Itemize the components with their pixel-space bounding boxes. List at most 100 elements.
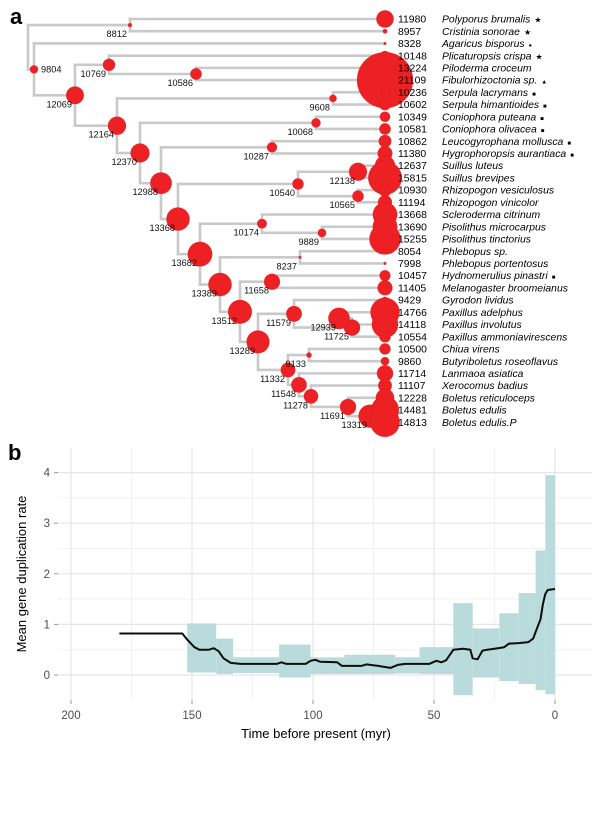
- tip-label-number: 10862: [398, 137, 427, 148]
- tip-label: 14118 Paxillus involutus: [398, 320, 522, 331]
- tip-label: 10581 Coniophora olivacea ■: [398, 125, 545, 136]
- tip-label: 14813 Boletus edulis.P: [398, 418, 517, 429]
- internal-node-circle: [290, 376, 308, 393]
- tip-label-name: Phlebopus portentosus: [442, 259, 548, 270]
- tip-label-name: Boletus edulis.P: [442, 418, 517, 429]
- tip-label: 11107 Xerocomus badius: [398, 381, 528, 392]
- axis-ticks: [54, 472, 556, 704]
- internal-node-circle: [303, 388, 319, 404]
- panel-a-label: a: [10, 4, 23, 29]
- tip-node-circle: [377, 280, 393, 296]
- internal-node-label: 8812: [107, 29, 127, 39]
- tip-label-name: Paxillus ammoniavirescens: [442, 332, 567, 343]
- internal-node-label: 13319: [341, 420, 367, 430]
- duplication-rate-chart-svg: 200 150 100 50 0 0 1 2 3 4 Time before present (my…: [14, 448, 592, 741]
- tip-label: 14766 Paxillus adelphus: [398, 308, 523, 319]
- internal-node-label: 10287: [243, 151, 269, 161]
- duplication-rate-line: [119, 588, 556, 669]
- star-symbol-icon: ★: [536, 52, 543, 61]
- internal-node-label: 11332: [260, 374, 285, 384]
- internal-node-label: 12370: [111, 157, 137, 167]
- internal-node-circle: [65, 86, 85, 105]
- internal-node-circle: [256, 218, 268, 229]
- tip-label-number: 14766: [398, 308, 427, 319]
- tip-label-name: Suillus brevipes: [442, 173, 515, 184]
- tip-label: 10457 Hydnomerulius pinastri ■: [398, 271, 556, 282]
- confidence-band-step: [472, 628, 500, 678]
- tip-node-circle: [380, 356, 390, 366]
- internal-node-label: 13289: [229, 346, 255, 356]
- star-symbol-icon: ★: [524, 28, 531, 37]
- tip-label-number: 12228: [398, 393, 427, 404]
- x-tick-label: 50: [428, 710, 441, 722]
- tip-label-number: 15815: [398, 173, 427, 184]
- tip-label-number: 10148: [398, 51, 427, 62]
- tip-label: 21109 Fibulorhizoctonia sp. ▲: [398, 76, 547, 87]
- x-axis-title: Time before present (myr): [241, 726, 391, 741]
- tip-label-name: Rhizopogon vesiculosus: [442, 186, 554, 197]
- tip-label-name: Boletus edulis: [442, 406, 507, 417]
- tip-label-number: 13668: [398, 210, 427, 221]
- internal-node-circle: [285, 305, 303, 322]
- tree-branches: [26, 17, 387, 424]
- tip-label-number: 21109: [398, 76, 426, 87]
- tip-label: 11980 Polyporus brumalis ★: [398, 15, 542, 26]
- tip-label-name: Xerocomus badius: [441, 381, 528, 392]
- tip-label: 8054 Phlebopus sp.: [398, 247, 508, 258]
- tip-label-name: Butyriboletus roseoflavus: [442, 357, 558, 368]
- internal-node-label: 8237: [277, 261, 297, 271]
- tip-label-name: Serpula himantioides: [442, 100, 539, 111]
- internal-node-circle: [166, 207, 190, 231]
- tip-label-name: Plicaturopsis crispa: [442, 51, 532, 62]
- internal-node-label: 12138: [329, 176, 355, 186]
- tip-label-number: 8957: [398, 27, 421, 38]
- tip-label-number: 8054: [398, 247, 421, 258]
- confidence-band-step: [395, 657, 420, 674]
- tip-label-name: Boletus reticuloceps: [442, 393, 535, 404]
- x-tick-label: 200: [61, 710, 80, 722]
- tip-label: 7998 Phlebopus portentosus: [398, 259, 548, 270]
- tip-label: 11194 Rhizopogon vinicolor: [398, 198, 539, 209]
- tip-label-number: 9860: [398, 357, 421, 368]
- dot-symbol-icon: ●: [529, 43, 532, 49]
- tip-labels: 11980 Polyporus brumalis ★ 8957 Cristinia so…: [398, 15, 574, 429]
- tip-label-name: Pisolithus microcarpus: [442, 222, 546, 233]
- tip-label-number: 10500: [398, 345, 427, 356]
- tip-label-number: 10602: [398, 100, 427, 111]
- tip-label: 13690 Pisolithus microcarpus: [398, 222, 546, 233]
- tip-label-name: Cristinia sonorae: [442, 27, 520, 38]
- confidence-band-step: [279, 644, 311, 678]
- tip-label-number: 14813: [398, 418, 427, 429]
- tip-label-name: Chiua virens: [442, 345, 500, 356]
- tip-label: 8957 Cristinia sonorae ★: [398, 27, 531, 38]
- tip-node-circle: [379, 87, 391, 98]
- internal-node-circle: [298, 255, 302, 259]
- internal-node-label: 9889: [299, 237, 319, 247]
- internal-node-label: 11658: [244, 286, 269, 296]
- square-symbol-icon: ■: [541, 129, 545, 135]
- internal-node-label: 13512: [211, 316, 237, 326]
- tip-label-name: Paxillus involutus: [442, 320, 522, 331]
- tip-label-number: 9429: [398, 296, 421, 307]
- y-tick-label: 4: [44, 468, 51, 480]
- internal-node-circle: [328, 307, 350, 330]
- tip-label: 10500 Chiua virens: [398, 345, 500, 356]
- tip-node-circle: [370, 407, 400, 438]
- tip-label-name: Serpula lacrymans: [442, 88, 528, 99]
- tip-label: 15815 Suillus brevipes: [398, 173, 515, 184]
- tip-node-circle: [378, 183, 392, 197]
- tip-label: 12637 Suillus luteus: [398, 161, 503, 172]
- tip-label: 12228 Boletus reticuloceps: [398, 393, 535, 404]
- tip-node-circle: [369, 223, 401, 255]
- tip-label: 11714 Lanmaoa asiatica: [398, 369, 524, 380]
- confidence-band-step: [518, 593, 536, 685]
- tip-label-number: 10457: [398, 271, 427, 282]
- tip-label-name: Agaricus bisporus: [441, 39, 525, 50]
- tip-label: 10236 Serpula lacrymans ■: [398, 88, 536, 99]
- tip-label-name: Melanogaster broomeianus: [442, 283, 568, 294]
- tip-node-circle: [383, 41, 387, 46]
- tip-label-number: 11380: [398, 149, 426, 160]
- tip-label-name: Rhizopogon vinicolor: [442, 198, 539, 209]
- tip-node-circle: [379, 111, 391, 123]
- internal-node-labels: 8812 9804 12069 10769 10586 12164 9608 12370 100…: [41, 29, 367, 430]
